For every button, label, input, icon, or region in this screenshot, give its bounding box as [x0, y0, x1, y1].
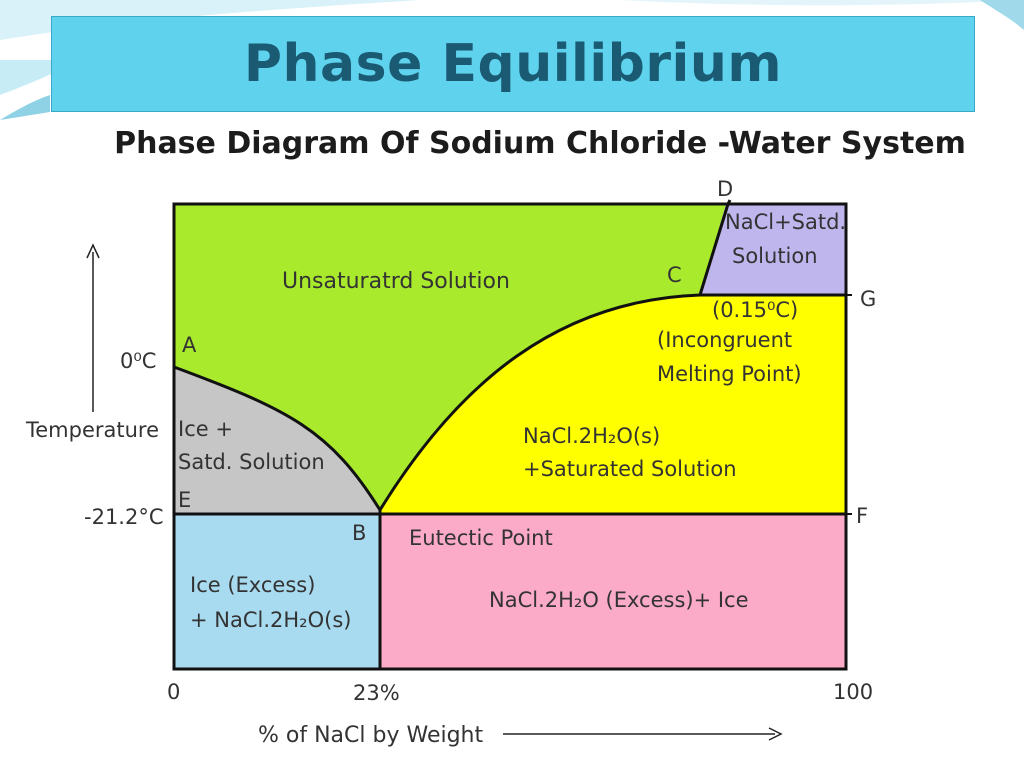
region-ice-satd: [174, 367, 380, 514]
point-f: F: [856, 504, 868, 528]
point-c: C: [667, 263, 682, 287]
region-ice-excess: [174, 514, 380, 669]
line-cd: [698, 203, 730, 296]
diagram-subtitle: Phase Diagram Of Sodium Chloride -Water …: [114, 126, 966, 161]
region-unsaturated: [174, 204, 726, 510]
slide-title: Phase Equilibrium: [243, 34, 783, 94]
diagram-frame: [172, 202, 848, 671]
x-tick-100: 100: [833, 680, 873, 704]
label-dihydrate-sat-2: +Saturated Solution: [523, 457, 737, 481]
y-tick-0c: 0⁰C: [120, 349, 156, 373]
label-ice-satd-1: Ice +: [178, 417, 233, 441]
point-d: D: [717, 177, 733, 201]
x-arrow-head: [768, 727, 783, 741]
label-unsaturated: Unsaturatrd Solution: [282, 269, 510, 294]
region-nacl-satd: [700, 204, 846, 295]
label-ice-satd-2: Satd. Solution: [178, 450, 325, 474]
y-tick-eutectic: -21.2°C: [84, 505, 164, 529]
curve-ab: [173, 365, 382, 511]
annotation-temp: (0.15⁰C): [712, 298, 798, 322]
y-axis-label: Temperature: [25, 418, 159, 442]
region-dihydrate-sat: [380, 295, 846, 514]
title-bar: Phase Equilibrium: [51, 16, 975, 112]
point-a: A: [182, 333, 197, 357]
point-b: B: [352, 521, 366, 545]
label-ice-excess-2: + NaCl.2H₂O(s): [190, 608, 351, 632]
label-nacl-satd-1: NaCl+Satd.: [725, 210, 846, 234]
y-arrow-head: [86, 243, 100, 259]
label-dihydrate-sat-1: NaCl.2H₂O(s): [523, 424, 660, 448]
point-e: E: [178, 488, 191, 512]
label-nacl-satd-2: Solution: [732, 244, 818, 268]
curve-bc: [378, 293, 701, 511]
line-d-top: [726, 199, 732, 205]
annotation-incongruent-1: (Incongruent: [657, 328, 792, 352]
x-tick-0: 0: [167, 680, 180, 704]
annotation-eutectic: Eutectic Point: [409, 526, 553, 550]
annotation-incongruent-2: Melting Point): [657, 362, 802, 386]
label-ice-excess-1: Ice (Excess): [190, 573, 315, 597]
region-dihydrate-ice: [380, 514, 846, 669]
x-axis-label: % of NaCl by Weight: [258, 723, 483, 748]
point-g: G: [860, 287, 876, 311]
label-dihydrate-ice: NaCl.2H₂O (Excess)+ Ice: [489, 588, 749, 612]
x-tick-23: 23%: [353, 681, 400, 705]
